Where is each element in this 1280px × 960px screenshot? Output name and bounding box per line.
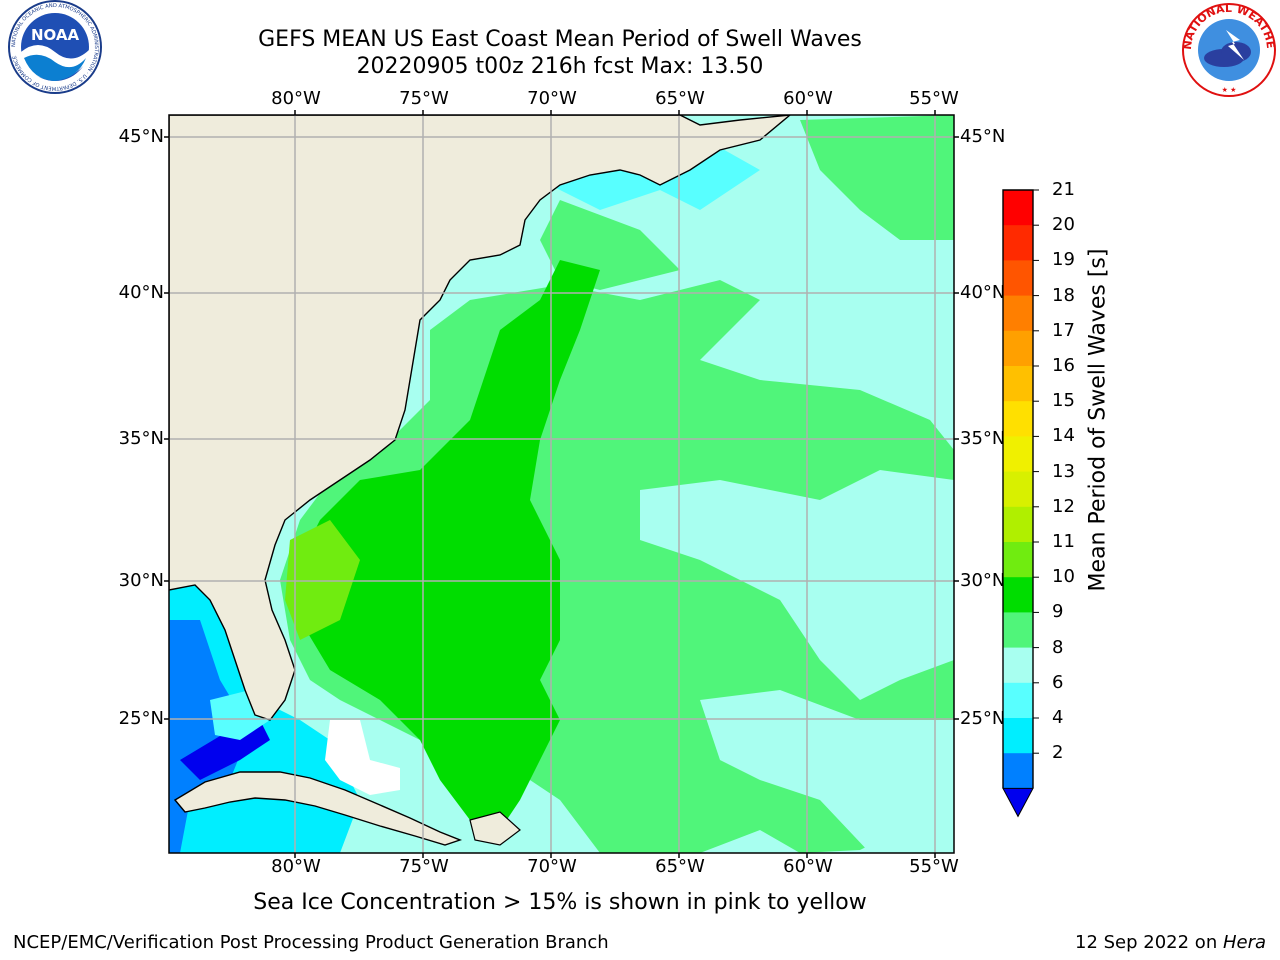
lat-label-left: 35°N: [118, 428, 164, 449]
land-north-america: [169, 115, 792, 721]
colorbar-tick-label: 21: [1052, 179, 1075, 200]
footer-host: Hera: [1222, 932, 1266, 953]
colorbar-tick-label: 9: [1052, 601, 1064, 623]
land-bahamas: [325, 720, 400, 795]
colorbar-tick-label: 17: [1052, 319, 1075, 341]
lat-label-right: 30°N: [960, 570, 1006, 591]
lon-label-bottom: 80°W: [271, 856, 321, 877]
lat-label-right: 35°N: [960, 428, 1006, 449]
lon-label-bottom: 65°W: [655, 856, 705, 877]
map-frame: [168, 114, 955, 854]
colorbar-title: Mean Period of Swell Waves [s]: [1085, 248, 1111, 592]
colorbar-tick-label: 20: [1052, 214, 1075, 236]
lon-label-top: 80°W: [271, 88, 321, 109]
colorbar-tick-label: 16: [1052, 355, 1075, 376]
colorbar-tick-label: 14: [1052, 425, 1075, 447]
lon-label-top: 70°W: [527, 88, 577, 109]
svg-text:★ ★: ★ ★: [1222, 86, 1237, 94]
lat-label-left: 30°N: [118, 570, 164, 591]
nws-logo: NATIONAL WEATHER SERVICE ★ ★: [1178, 0, 1277, 97]
noaa-logo: NOAA NATIONAL OCEANIC AND ATMOSPHERIC AD…: [8, 0, 102, 94]
colorbar-tick-label: 19: [1052, 249, 1075, 271]
swell-field-9-10-ne: [800, 115, 954, 240]
lat-label-right: 25°N: [960, 708, 1006, 729]
swell-field-10-11: [300, 260, 600, 830]
colorbar-tick-label: 4: [1052, 707, 1064, 728]
lon-label-bottom: 70°W: [527, 856, 577, 877]
lat-label-right: 40°N: [960, 282, 1006, 303]
footer-date: 12 Sep 2022 on Hera: [1075, 932, 1266, 953]
lat-label-right: 45°N: [960, 126, 1006, 147]
lat-label-left: 45°N: [118, 126, 164, 147]
colorbar-tick-label: 12: [1052, 495, 1075, 517]
chart-subtitle: 20220905 t00z 216h fcst Max: 13.50: [356, 54, 764, 79]
land-hispaniola: [469, 811, 521, 846]
lat-label-left: 25°N: [118, 708, 164, 729]
colorbar-tick-label: 10: [1052, 566, 1075, 588]
footer-date-text: 12 Sep 2022 on: [1075, 932, 1223, 953]
chart-title: GEFS MEAN US East Coast Mean Period of S…: [258, 27, 862, 52]
colorbar-tick-label: 13: [1052, 460, 1075, 482]
lon-label-top: 60°W: [783, 88, 833, 109]
colorbar-tick-label: 6: [1052, 671, 1064, 693]
lon-label-bottom: 60°W: [783, 856, 833, 877]
lon-label-top: 55°W: [909, 88, 959, 109]
graticule: [169, 115, 954, 853]
lon-label-top: 75°W: [399, 88, 449, 109]
colorbar-tick-label: 8: [1052, 636, 1064, 658]
colorbar-tick-label: 11: [1052, 531, 1075, 552]
colorbar-tick-label: 18: [1052, 284, 1075, 306]
sea-ice-note: Sea Ice Concentration > 15% is shown in …: [253, 890, 867, 915]
lon-label-top: 65°W: [655, 88, 705, 109]
colorbar-tick-label: 15: [1052, 390, 1075, 412]
lon-label-bottom: 75°W: [399, 856, 449, 877]
lon-label-bottom: 55°W: [909, 856, 959, 877]
colorbar-tick-label: 2: [1052, 742, 1064, 764]
noaa-logo-text: NOAA: [31, 26, 80, 44]
swell-field-8-9-east: [640, 470, 954, 700]
land-cuba: [173, 771, 463, 846]
lat-label-left: 40°N: [118, 282, 164, 303]
swell-field-11-12: [285, 520, 360, 640]
swell-field-8-9-se: [700, 690, 954, 853]
footer-credit: NCEP/EMC/Verification Post Processing Pr…: [13, 932, 609, 953]
